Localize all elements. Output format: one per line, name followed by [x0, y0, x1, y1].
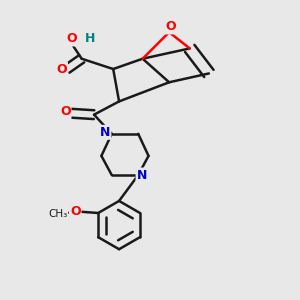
Text: CH₃: CH₃ [49, 209, 68, 220]
Text: H: H [85, 32, 96, 46]
Text: N: N [100, 126, 110, 139]
Text: O: O [66, 32, 77, 46]
Text: O: O [165, 20, 176, 33]
Text: O: O [70, 205, 80, 218]
Text: O: O [56, 62, 67, 76]
Text: N: N [136, 169, 147, 182]
Text: O: O [60, 105, 70, 118]
